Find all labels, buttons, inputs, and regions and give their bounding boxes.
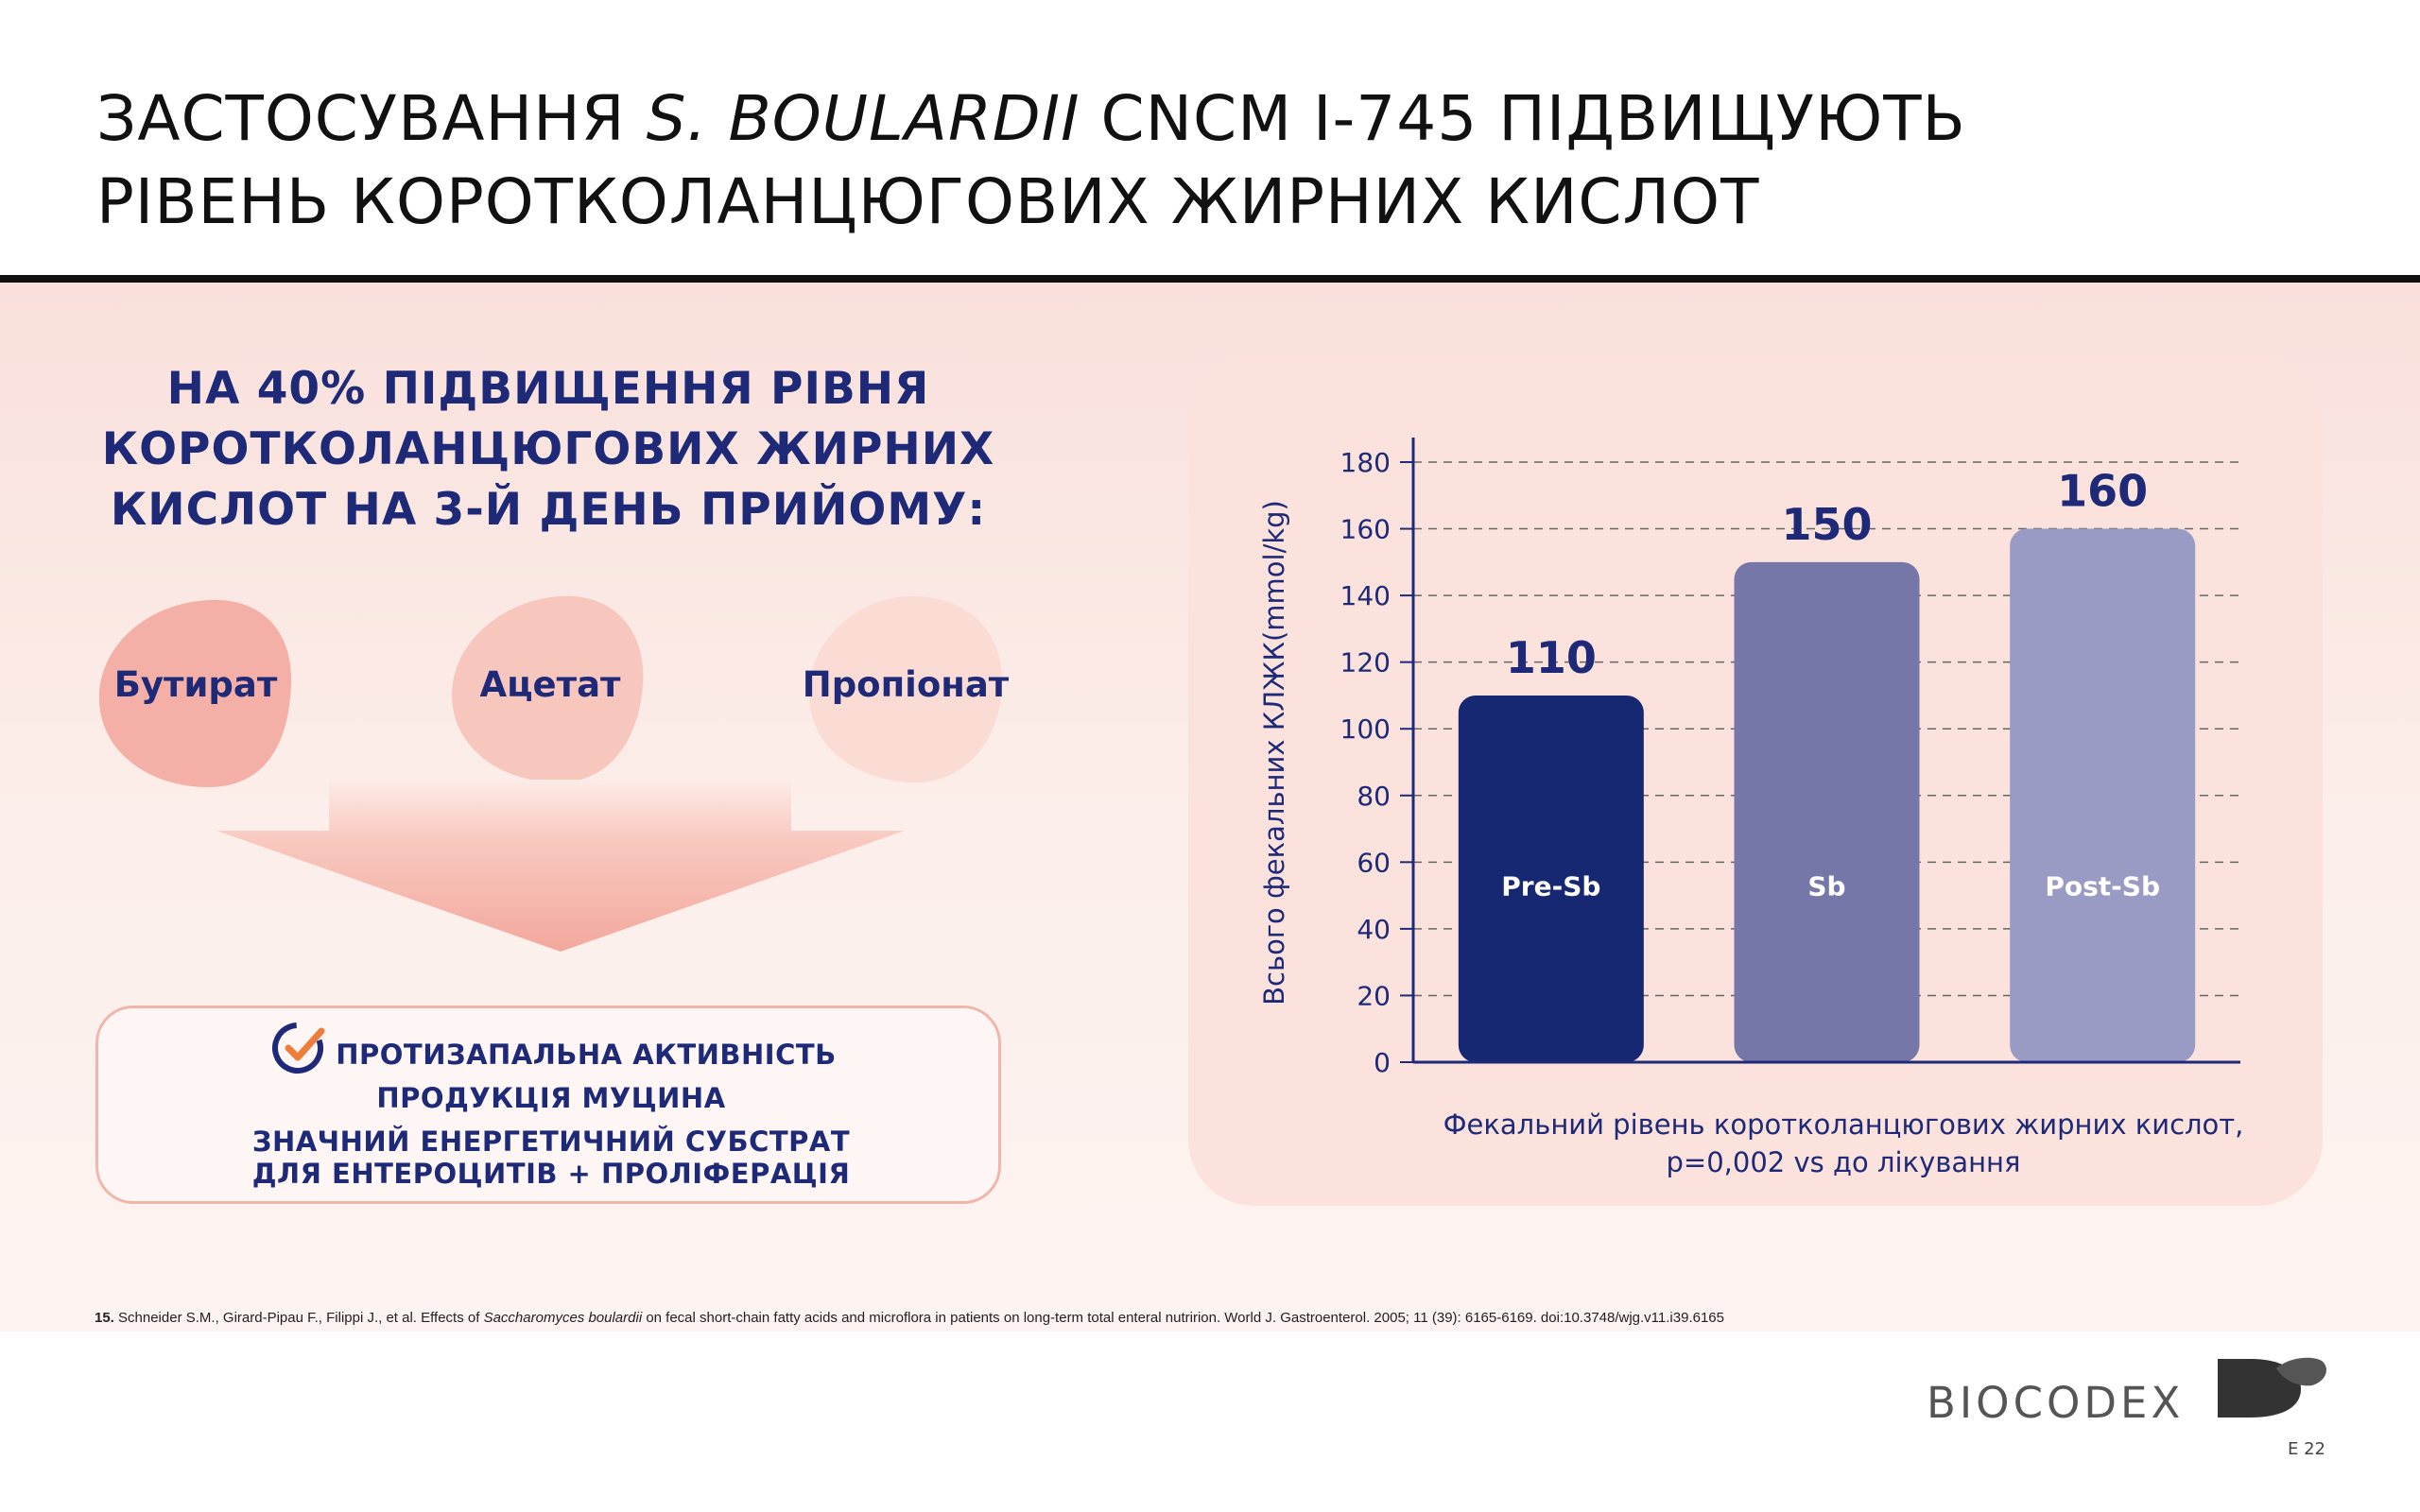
- acetate-blob: [452, 595, 644, 783]
- benefit-energy: ЗНАЧНИЙ ЕНЕРГЕТИЧНИЙ СУБСТРАТ: [251, 1125, 851, 1158]
- y-axis-label: Всього фекальних КЛЖК(mmol/kg): [1258, 500, 1290, 1005]
- headline-line2: КОРОТКОЛАНЦЮГОВИХ ЖИРНИХ: [101, 423, 995, 475]
- bar-sb: [1734, 561, 1920, 1062]
- headline-line1: НА 40% ПІДВИЩЕННЯ РІВНЯ: [166, 363, 930, 415]
- data-label: 160: [2057, 466, 2148, 517]
- footnote-italic: Saccharomyces boulardii: [483, 1310, 643, 1326]
- y-tick-label: 0: [1374, 1047, 1391, 1078]
- title-line1-pre: ЗАСТОСУВАННЯ: [96, 82, 647, 155]
- checkmark-icon: [272, 1022, 325, 1074]
- benefit-proliferation: ДЛЯ ЕНТЕРОЦИТІВ + ПРОЛІФЕРАЦІЯ: [251, 1158, 851, 1190]
- benefit-mucin: ПРОДУКЦІЯ МУЦИНА: [376, 1082, 726, 1114]
- y-tick-label: 40: [1357, 914, 1391, 945]
- data-label: 150: [1781, 499, 1872, 550]
- propionate-blob: [808, 595, 1003, 783]
- category-label: Sb: [1807, 871, 1845, 902]
- headline: НА 40% ПІДВИЩЕННЯ РІВНЯ КОРОТКОЛАНЦЮГОВИ…: [57, 359, 1040, 541]
- page-title: ЗАСТОСУВАННЯ S. BOULARDII CNCM I-745 ПІД…: [96, 77, 2271, 244]
- acid-label-propionate: Пропіонат: [802, 664, 1010, 705]
- y-tick-label: 140: [1340, 580, 1391, 611]
- title-line1-post: CNCM I-745 ПІДВИЩУЮТЬ: [1080, 82, 1966, 155]
- benefits-box: ПРОТИЗАПАЛЬНА АКТИВНІСТЬ ПРОДУКЦІЯ МУЦИН…: [95, 1005, 1001, 1204]
- headline-line3: КИСЛОТ НА 3-Й ДЕНЬ ПРИЙОМУ:: [110, 484, 987, 536]
- logo-text: BIOCODEX: [1927, 1378, 2185, 1428]
- chart-xlabel-line2: p=0,002 vs до лікування: [1666, 1146, 2021, 1178]
- bar-post-sb: [2010, 528, 2196, 1062]
- title-line1-italic: S. BOULARDII: [646, 82, 1080, 155]
- category-label: Pre-Sb: [1501, 871, 1600, 902]
- bar-pre-sb: [1458, 695, 1644, 1062]
- y-tick-label: 160: [1340, 514, 1391, 545]
- acid-label-butyrate: Бутират: [113, 664, 278, 705]
- footnote-number: 15.: [95, 1310, 114, 1326]
- data-label: 110: [1506, 632, 1597, 683]
- butyrate-blob: [98, 599, 292, 787]
- y-tick-label: 20: [1357, 980, 1391, 1011]
- footnote-pre: Schneider S.M., Girard-Pipau F., Filippi…: [113, 1310, 484, 1326]
- y-tick-label: 80: [1357, 781, 1391, 812]
- page-number: E 22: [2288, 1439, 2325, 1459]
- y-tick-label: 60: [1357, 847, 1391, 878]
- footnote-post: on fecal short-chain fatty acids and mic…: [642, 1310, 1724, 1326]
- benefit-anti-inflammatory: ПРОТИЗАПАЛЬНА АКТИВНІСТЬ: [336, 1039, 837, 1071]
- chart-x-caption: Фекальний рівень коротколанцюгових жирни…: [1390, 1106, 2297, 1181]
- y-tick-label: 180: [1340, 447, 1391, 478]
- y-tick-label: 120: [1340, 647, 1391, 679]
- footnote: 15. Schneider S.M., Girard-Pipau F., Fil…: [95, 1310, 2363, 1326]
- y-tick-label: 100: [1340, 713, 1391, 745]
- title-divider: [0, 275, 2420, 283]
- title-line2: РІВЕНЬ КОРОТКОЛАНЦЮГОВИХ ЖИРНИХ КИСЛОТ: [96, 165, 1760, 238]
- biocodex-logo-icon: [2218, 1357, 2326, 1418]
- acid-label-acetate: Ацетат: [479, 664, 621, 705]
- chart-xlabel-line1: Фекальний рівень коротколанцюгових жирни…: [1443, 1108, 2244, 1141]
- down-arrow-icon: [216, 780, 905, 952]
- category-label: Post-Sb: [2045, 871, 2160, 902]
